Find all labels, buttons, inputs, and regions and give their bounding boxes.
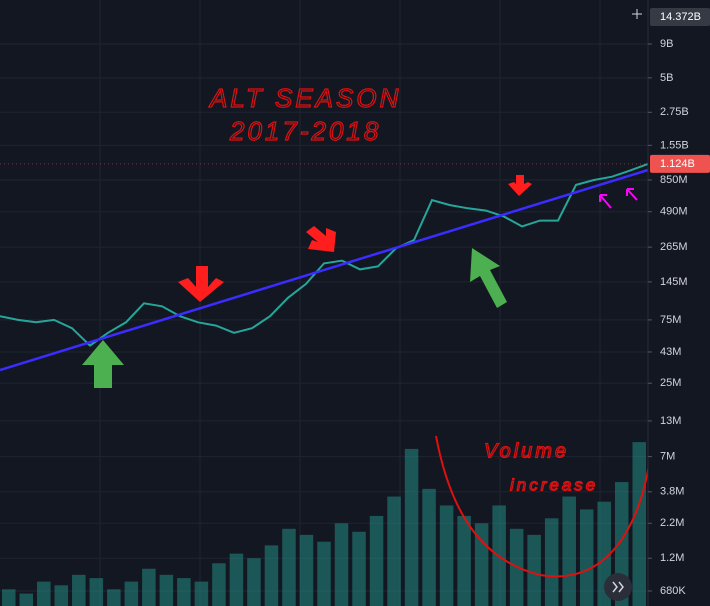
y-tick-label: 25M [660, 377, 681, 389]
volume-curve [435, 435, 653, 578]
volume-bar [159, 574, 174, 606]
y-tick-label: 5B [660, 72, 673, 84]
volume-bar [387, 496, 401, 606]
volume-bar [317, 541, 331, 606]
annotation-subtitle: 2017-2018 [229, 116, 381, 146]
trend-line [0, 168, 649, 372]
volume-bar [247, 558, 261, 606]
volume-bar [544, 518, 559, 606]
last-value-label: 1.124B [660, 158, 695, 170]
y-tick-label: 1.2M [660, 552, 684, 564]
volume-bar [369, 515, 384, 606]
magenta-arrows [599, 188, 638, 209]
volume-bar [177, 578, 191, 606]
time-grid [99, 0, 601, 606]
volume-bar [404, 448, 419, 606]
price-axis [648, 0, 710, 606]
crosshair-icon [632, 9, 642, 19]
y-tick-label: 13M [660, 415, 681, 427]
volume-bar [334, 523, 349, 606]
y-tick-label: 43M [660, 346, 681, 358]
volume-bar [124, 581, 139, 606]
crosshair-label-bg [650, 7, 710, 26]
y-tick-label: 490M [660, 206, 688, 218]
volume-bar [89, 578, 104, 606]
volume-bar [2, 589, 16, 606]
volume-bar [352, 531, 366, 606]
annotation-title: ALT SEASON [208, 83, 401, 113]
y-tick-label: 145M [660, 276, 688, 288]
volume-bar [264, 545, 279, 606]
y-tick-label: 850M [660, 174, 688, 186]
crosshair-label: 14.372B [660, 11, 701, 23]
volume-bar [72, 574, 86, 606]
annotation: Volume [484, 440, 569, 462]
volume-bar [299, 534, 314, 606]
volume-bar [422, 488, 436, 606]
volume-bar [579, 509, 594, 606]
volume-bar [439, 505, 454, 606]
volume-bar [142, 568, 156, 606]
y-tick-label: 2.75B [660, 106, 689, 118]
volume-bar [212, 563, 226, 606]
volume-bar [194, 581, 209, 606]
y-tick-label: 7M [660, 451, 675, 463]
volume-bar [562, 496, 576, 606]
y-tick-label: 3.8M [660, 486, 684, 498]
volume-bar [229, 553, 244, 606]
volume-bar [54, 585, 69, 606]
price-line [0, 162, 649, 347]
green-arrows [82, 248, 507, 388]
volume-bar [19, 593, 34, 606]
scroll-icon [612, 581, 624, 593]
volume-bar [527, 534, 541, 606]
y-tick-label: 265M [660, 241, 688, 253]
y-tick-label: 680K [660, 585, 686, 597]
y-tick-label: 9B [660, 38, 673, 50]
volume-bar [37, 581, 51, 606]
volume-bar [107, 589, 121, 606]
volume-bar [632, 442, 646, 606]
scroll-button[interactable] [604, 573, 632, 601]
y-tick-label: 2.2M [660, 517, 684, 529]
y-tick-label: 75M [660, 314, 681, 326]
last-value-label-bg [650, 154, 710, 173]
annotation: increase [510, 475, 598, 494]
volume-bar [282, 528, 296, 606]
red-arrows [178, 175, 532, 302]
volume-bar [457, 515, 471, 606]
y-tick-label: 1.55B [660, 139, 689, 151]
